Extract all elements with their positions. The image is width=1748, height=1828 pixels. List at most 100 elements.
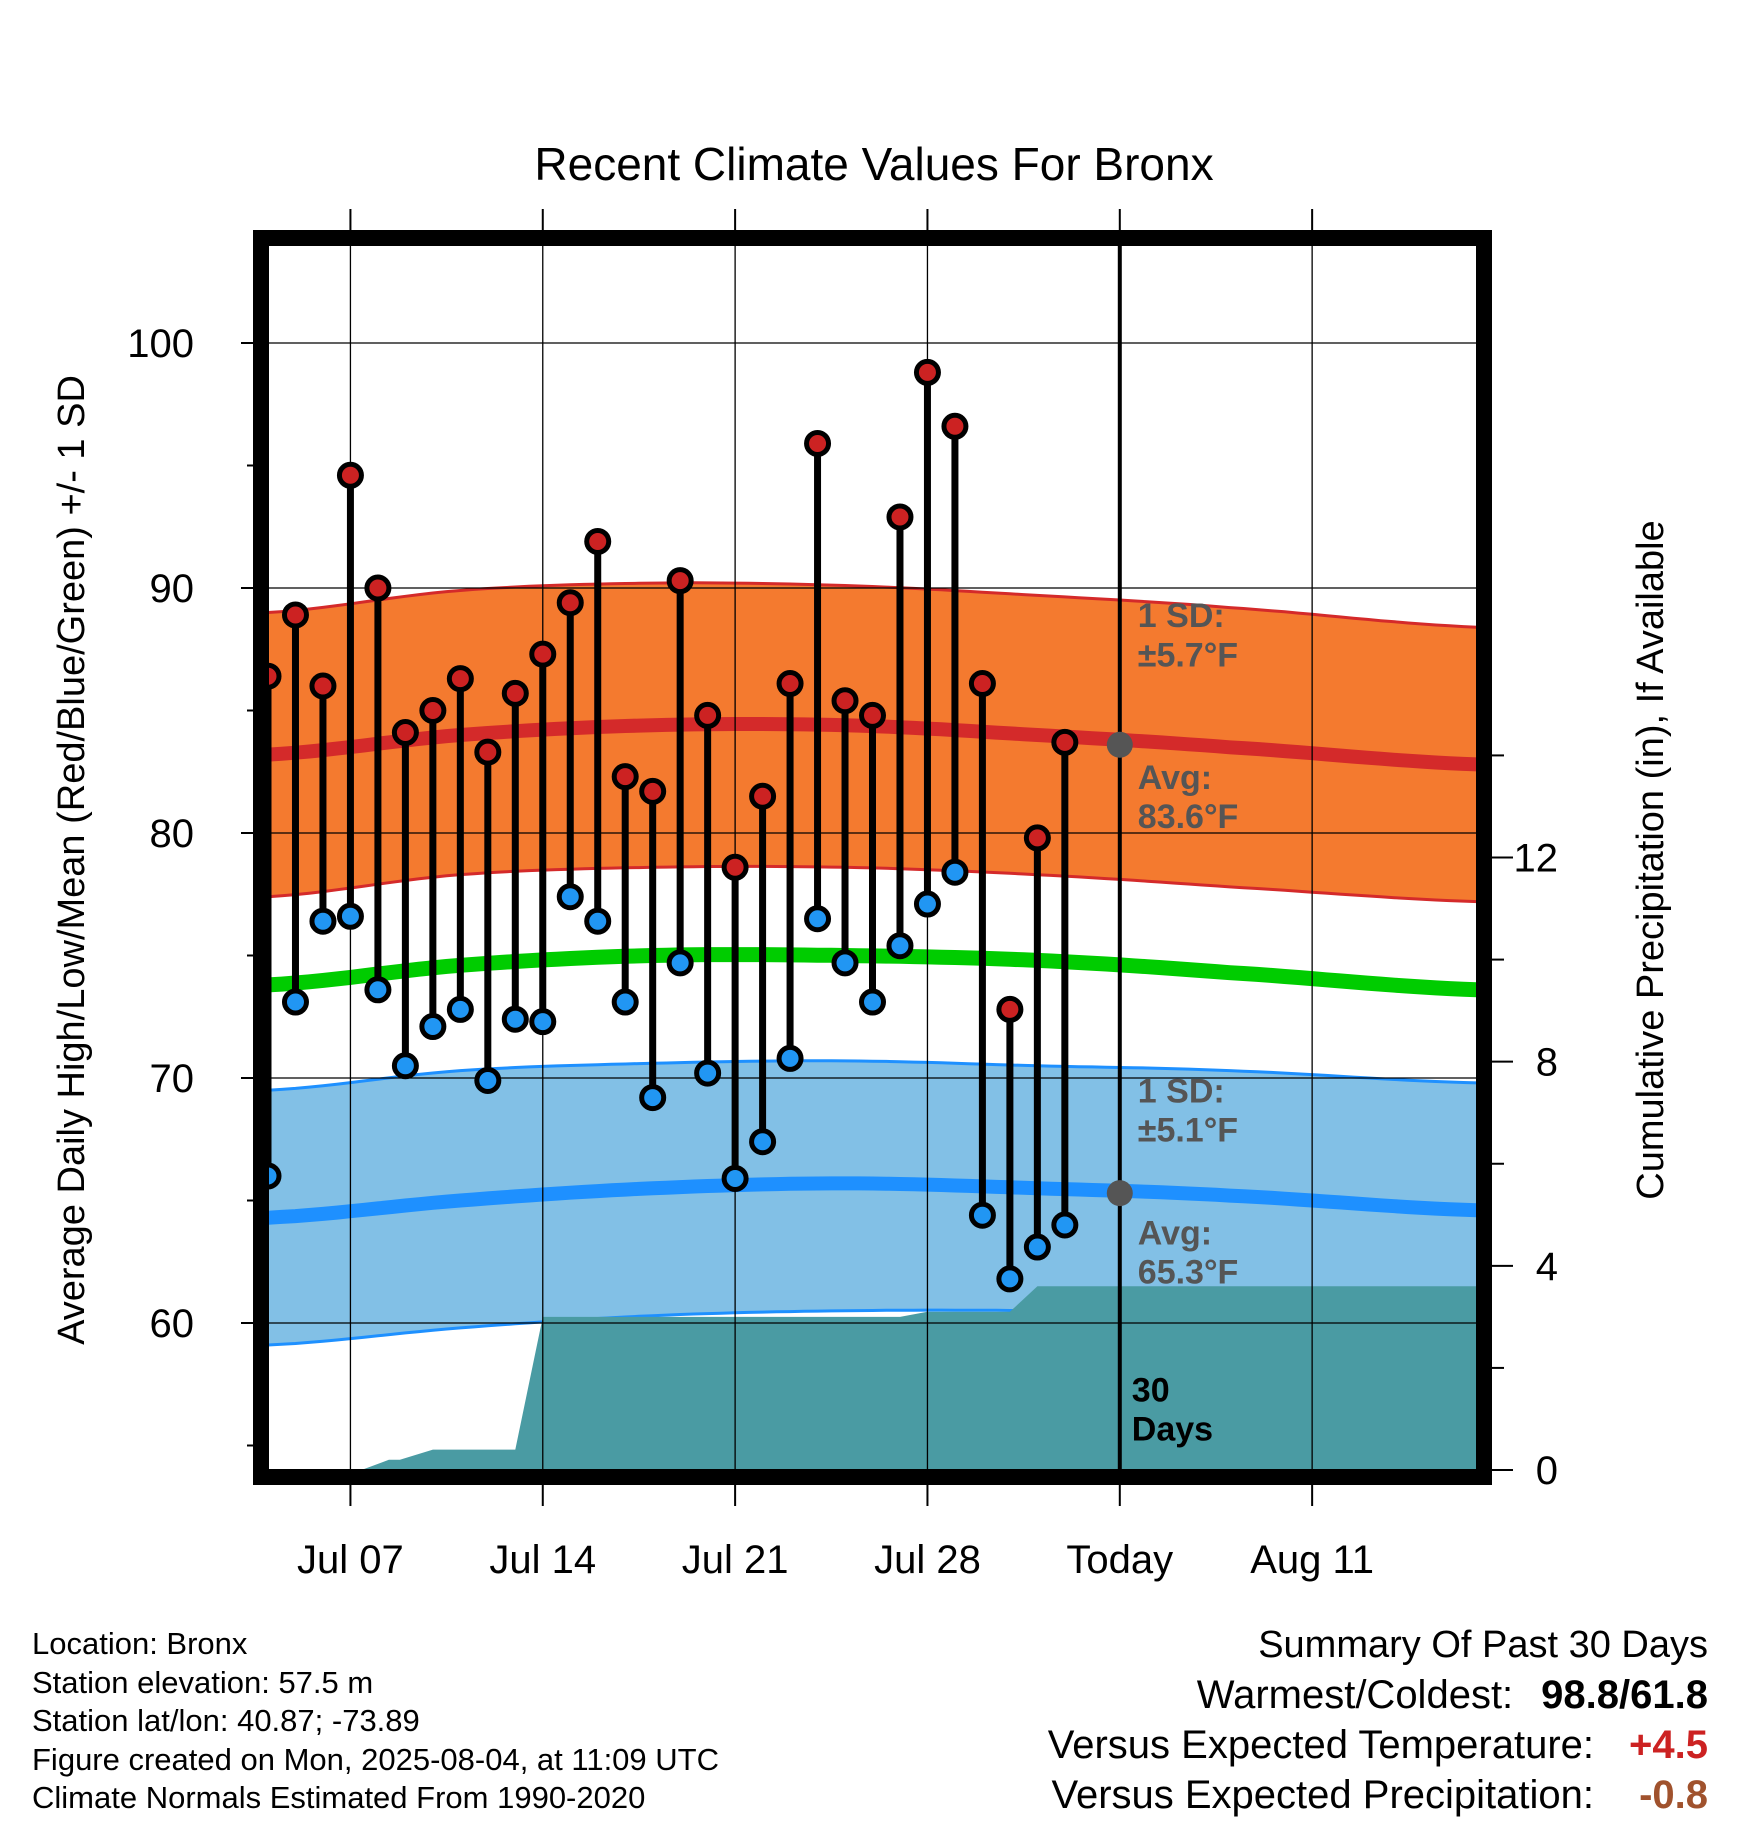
temp-label: Versus Expected Temperature: bbox=[1047, 1723, 1594, 1767]
low-point bbox=[556, 883, 584, 911]
low-point bbox=[1051, 1211, 1079, 1239]
low-point bbox=[281, 988, 309, 1016]
y2-tick-label: 4 bbox=[1536, 1245, 1558, 1289]
y-tick-label: 100 bbox=[127, 322, 194, 366]
low-point bbox=[529, 1008, 557, 1036]
low-point bbox=[1023, 1233, 1051, 1261]
low-point bbox=[611, 988, 639, 1016]
low-point bbox=[941, 858, 969, 886]
high-point bbox=[336, 461, 364, 489]
low-point bbox=[831, 949, 859, 977]
warm-cold-label: Warmest/Coldest: bbox=[1196, 1673, 1514, 1717]
high-point bbox=[996, 995, 1024, 1023]
low-point bbox=[584, 907, 612, 935]
high-point bbox=[556, 589, 584, 617]
low-point bbox=[804, 905, 832, 933]
y-tick-label: 80 bbox=[150, 812, 195, 856]
high-point bbox=[694, 701, 722, 729]
high-point bbox=[584, 527, 612, 555]
low-sd-annotation: 1 SD: ±5.1°F bbox=[1138, 1073, 1238, 1150]
plot-frame bbox=[253, 230, 1492, 1485]
high-point bbox=[281, 601, 309, 629]
summary-panel: Summary Of Past 30 Days Warmest/Coldest:… bbox=[1048, 1620, 1708, 1820]
high-point bbox=[1051, 728, 1079, 756]
high-point bbox=[666, 567, 694, 595]
high-point bbox=[474, 738, 502, 766]
low-point bbox=[886, 932, 914, 960]
high-point bbox=[611, 763, 639, 791]
high-point bbox=[639, 777, 667, 805]
high-point bbox=[886, 503, 914, 531]
today-high-avg-marker bbox=[1106, 731, 1133, 758]
window-annotation: 30 Days bbox=[1132, 1371, 1213, 1448]
summary-title: Summary Of Past 30 Days bbox=[1258, 1624, 1708, 1666]
high-point bbox=[501, 679, 529, 707]
low-point bbox=[968, 1201, 996, 1229]
x-tick-label: Jul 07 bbox=[297, 1538, 404, 1582]
high-sd-annotation: 1 SD: ±5.7°F bbox=[1138, 597, 1238, 674]
high-point bbox=[268, 662, 282, 690]
today-low-avg-marker bbox=[1106, 1180, 1133, 1207]
high-avg-annotation: Avg: 83.6°F bbox=[1138, 759, 1239, 836]
low-upper-line bbox=[268, 1059, 1477, 1092]
high-point bbox=[776, 670, 804, 698]
high-point bbox=[831, 687, 859, 715]
low-avg-line bbox=[268, 1176, 1477, 1225]
low-point bbox=[776, 1044, 804, 1072]
low-avg-annotation: Avg: 65.3°F bbox=[1138, 1215, 1239, 1292]
y-tick-label: 60 bbox=[150, 1302, 195, 1346]
normals-text: Climate Normals Estimated From 1990-2020 bbox=[32, 1780, 646, 1815]
low-point bbox=[364, 976, 392, 1004]
high-point bbox=[859, 701, 886, 729]
y-tick-label: 70 bbox=[150, 1057, 195, 1101]
x-tick-label: Jul 28 bbox=[874, 1538, 981, 1582]
low-point bbox=[446, 995, 474, 1023]
low-point bbox=[501, 1005, 529, 1033]
low-point bbox=[474, 1066, 502, 1094]
plot-area: 1 SD: ±5.7°F Avg: 83.6°F 1 SD: ±5.1°F Avg: 65.3… bbox=[268, 245, 1477, 1470]
low-point bbox=[749, 1128, 777, 1156]
latlon-text: Station lat/lon: 40.87; -73.89 bbox=[32, 1703, 420, 1738]
created-text: Figure created on Mon, 2025-08-04, at 11… bbox=[32, 1741, 719, 1777]
high-point bbox=[804, 429, 832, 457]
high-point bbox=[749, 782, 777, 810]
x-tick-label: Today bbox=[1066, 1538, 1173, 1582]
high-point bbox=[968, 670, 996, 698]
station-info: Location: Bronx Station elevation: 57.5 … bbox=[32, 1625, 719, 1818]
warm-cold-row: Warmest/Coldest: 98.8/61.8 bbox=[1048, 1670, 1708, 1720]
temp-value: +4.5 bbox=[1629, 1723, 1708, 1767]
y2-tick-label: 0 bbox=[1536, 1449, 1558, 1493]
high-point bbox=[391, 719, 419, 747]
climate-chart: 1 SD: ±5.7°F Avg: 83.6°F 1 SD: ±5.1°F Avg: 65.3… bbox=[51, 138, 1672, 1582]
precip-label: Versus Expected Precipitation: bbox=[1051, 1773, 1594, 1817]
precip-row: Versus Expected Precipitation: -0.8 bbox=[1048, 1770, 1708, 1820]
x-tick-label: Jul 14 bbox=[489, 1538, 596, 1582]
precip-area bbox=[361, 1286, 1477, 1470]
high-point bbox=[941, 412, 969, 440]
low-point bbox=[419, 1013, 447, 1041]
high-point bbox=[721, 853, 749, 881]
high-point bbox=[446, 665, 474, 693]
chart-title: Recent Climate Values For Bronx bbox=[534, 138, 1213, 190]
elevation-text: Station elevation: 57.5 m bbox=[32, 1664, 374, 1700]
precip-value: -0.8 bbox=[1639, 1773, 1708, 1817]
high-point bbox=[1023, 824, 1051, 852]
low-point bbox=[639, 1084, 667, 1112]
y2-tick-label: 8 bbox=[1536, 1041, 1558, 1085]
y-tick-label: 90 bbox=[150, 567, 195, 611]
high-point bbox=[913, 358, 941, 386]
y-axis-label: Average Daily High/Low/Mean (Red/Blue/Gr… bbox=[51, 375, 93, 1345]
low-point bbox=[996, 1265, 1024, 1293]
x-tick-label: Jul 21 bbox=[682, 1538, 789, 1582]
low-point bbox=[721, 1164, 749, 1192]
low-point bbox=[666, 949, 694, 977]
low-point bbox=[309, 907, 337, 935]
high-point bbox=[419, 697, 447, 724]
low-point bbox=[391, 1052, 419, 1080]
y2-tick-label: 12 bbox=[1514, 837, 1559, 881]
high-point bbox=[364, 574, 392, 602]
high-upper-line bbox=[268, 581, 1477, 629]
high-point bbox=[309, 672, 337, 700]
temp-row: Versus Expected Temperature: +4.5 bbox=[1048, 1720, 1708, 1770]
x-tick-label: Aug 11 bbox=[1250, 1538, 1374, 1582]
